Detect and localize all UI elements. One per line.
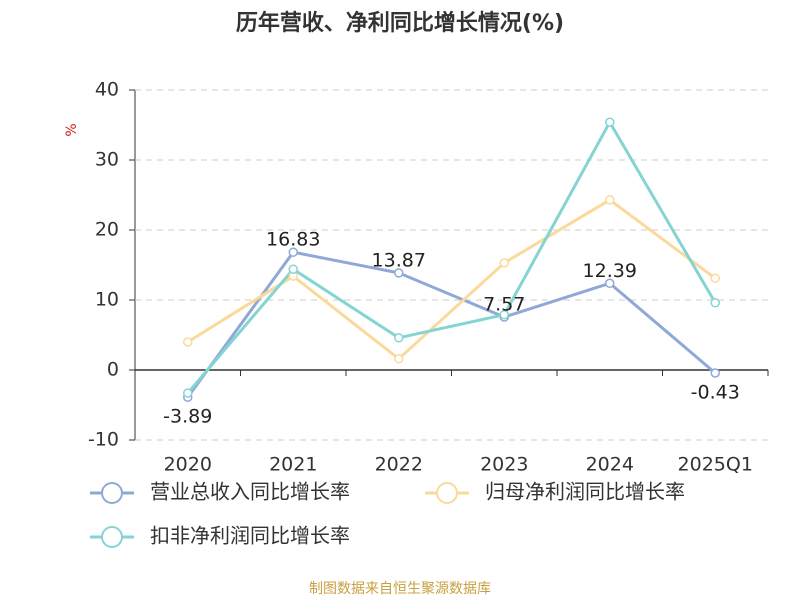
- data-label: -0.43: [691, 382, 740, 404]
- y-tick-label: 40: [95, 79, 119, 101]
- data-point: [605, 278, 615, 289]
- series-line: [186, 198, 717, 361]
- legend-item: 归母净利润同比增长率: [425, 480, 685, 504]
- data-point: [288, 264, 298, 274]
- legend-marker: [101, 482, 123, 504]
- data-point: [288, 247, 298, 257]
- y-tick-label: 30: [95, 149, 119, 171]
- series-line: [186, 250, 717, 399]
- legend-marker: [101, 526, 123, 548]
- data-label: 7.57: [483, 294, 525, 316]
- y-tick-label: 10: [95, 289, 119, 311]
- data-point: [499, 258, 509, 268]
- chart-title: 历年营收、净利同比增长情况(%): [236, 10, 564, 36]
- data-point: [710, 273, 720, 284]
- legend-item: 营业总收入同比增长率: [90, 480, 350, 504]
- data-label: 13.87: [372, 249, 426, 271]
- data-label: 16.83: [266, 229, 320, 251]
- y-tick-label: 0: [107, 359, 119, 381]
- legend-label: 归母净利润同比增长率: [485, 480, 685, 504]
- y-axis-label: %: [64, 123, 80, 136]
- data-point: [394, 333, 404, 343]
- x-tick-label: 2025Q1: [678, 454, 753, 476]
- x-tick-label: 2021: [269, 454, 317, 476]
- legend-label: 营业总收入同比增长率: [150, 480, 350, 504]
- data-label: -3.89: [163, 406, 212, 428]
- data-point: [710, 298, 720, 308]
- data-point: [605, 117, 615, 127]
- x-tick-label: 2020: [164, 454, 212, 476]
- x-tick-label: 2024: [586, 454, 634, 476]
- data-point: [605, 195, 615, 205]
- data-label: 12.39: [583, 260, 637, 282]
- source-note: 制图数据来自恒生聚源数据库: [309, 581, 491, 597]
- x-tick-label: 2022: [375, 454, 423, 476]
- data-point: [710, 368, 720, 378]
- legend-item: 扣非净利润同比增长率: [90, 524, 350, 548]
- data-point: [394, 354, 404, 364]
- y-tick-label: 20: [95, 219, 119, 241]
- x-tick-label: 2023: [480, 454, 528, 476]
- legend-label: 扣非净利润同比增长率: [150, 524, 350, 548]
- y-tick-label: -10: [88, 429, 119, 451]
- data-point: [183, 337, 193, 347]
- data-point: [499, 309, 509, 320]
- data-point: [183, 388, 193, 398]
- series-line: [186, 119, 717, 395]
- legend-marker: [436, 482, 458, 504]
- data-point: [394, 268, 404, 278]
